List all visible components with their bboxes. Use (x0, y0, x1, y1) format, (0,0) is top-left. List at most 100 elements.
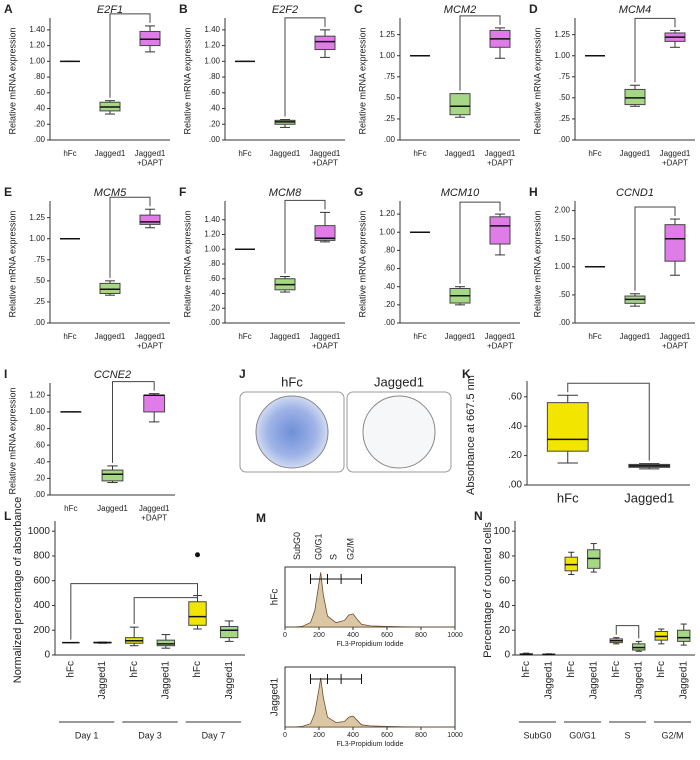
y-tick-label: 1.00 (379, 227, 395, 236)
x-tick-label: hFc (656, 661, 667, 678)
y-tick-label: 1.20 (29, 390, 45, 399)
box (143, 394, 166, 413)
y-tick-label: 800 (33, 551, 50, 562)
y-tick-label: .50 (559, 93, 571, 102)
series-name: hFc (270, 589, 281, 606)
x-tick-label: hFc (588, 332, 601, 341)
panel-letter: J (239, 367, 246, 381)
chart-title: CCND1 (616, 187, 654, 199)
x-tick-label: Jagged1 (95, 149, 126, 158)
bracket (109, 196, 151, 278)
x-tick-label: Jagged1 (224, 661, 235, 700)
y-tick-label: 1.20 (379, 209, 395, 218)
y-tick-label: .40 (508, 421, 522, 432)
y-tick-label: 1.20 (29, 41, 45, 50)
y-tick-label: 1.25 (29, 213, 45, 222)
group-label: SubG0 (523, 730, 551, 740)
box (489, 216, 511, 245)
y-tick-label: 80 (499, 551, 511, 562)
chart-title: E2F1 (97, 4, 123, 16)
box (139, 214, 161, 225)
x-tick-label: Jagged1 +DAPT (485, 332, 516, 351)
y-tick-label: 600 (33, 575, 50, 586)
y-tick-label: 0 (504, 650, 510, 661)
x-tick-label: 400 (347, 632, 359, 639)
y-tick-label: .60 (209, 274, 221, 283)
y-tick-label: .50 (559, 290, 571, 299)
x-tick-label: Jagged1 +DAPT (660, 332, 691, 351)
y-tick-label: .60 (384, 264, 396, 273)
y-tick-label: .40 (209, 289, 221, 298)
box (546, 402, 589, 452)
y-tick-label: .20 (508, 450, 522, 461)
x-tick-label: 800 (415, 632, 427, 639)
panel-letter: H (529, 185, 538, 199)
bracket (634, 17, 676, 83)
y-tick-label: .20 (209, 119, 221, 128)
y-tick-label: .80 (34, 424, 46, 433)
stained-well (255, 395, 329, 469)
group-label: G2/M (661, 730, 683, 740)
y-tick-label: .20 (34, 119, 46, 128)
x-tick-label: Jagged1 +DAPT (135, 332, 166, 351)
x-tick-label: Jagged1 (445, 332, 476, 341)
y-tick-label: .00 (209, 318, 221, 327)
y-tick-label: .00 (384, 318, 396, 327)
panel-letter: F (179, 185, 186, 199)
x-tick-label: Jagged1 +DAPT (485, 149, 516, 168)
y-tick-label: 40 (499, 600, 511, 611)
x-tick-label: 200 (313, 732, 325, 739)
x-tick-label: 800 (415, 732, 427, 739)
outlier (195, 552, 200, 558)
series-name: Jagged1 (270, 677, 281, 716)
y-tick-label: .00 (559, 135, 571, 144)
x-axis-label: FL3-Propidium Iodide (337, 641, 404, 648)
panel-letter: K (462, 367, 471, 381)
box (314, 225, 336, 241)
y-tick-label: 200 (33, 625, 50, 636)
x-tick-label: 0 (283, 632, 287, 639)
y-axis-label: Relative mRNA expression (182, 27, 192, 134)
x-tick-label: hFc (557, 490, 579, 505)
group-label: Day 1 (75, 730, 99, 740)
y-axis-label: Relative mRNA expression (532, 27, 542, 134)
y-tick-label: 1.40 (204, 215, 220, 224)
chart-title: MCM5 (94, 187, 127, 199)
y-tick-label: 0 (44, 650, 50, 661)
box (624, 88, 646, 106)
chart-title: CCNE2 (94, 369, 131, 381)
box (664, 224, 686, 262)
x-tick-label: Jagged1 (270, 149, 301, 158)
x-tick-label: Jagged1 (270, 332, 301, 341)
bracket (109, 13, 151, 98)
y-tick-label: .80 (209, 259, 221, 268)
bracket (615, 625, 640, 639)
box (677, 629, 691, 642)
box (99, 282, 121, 294)
box (139, 30, 161, 47)
y-axis-label: Relative mRNA expression (7, 27, 17, 134)
y-tick-label: .20 (384, 300, 396, 309)
x-tick-label: Jagged1 (95, 332, 126, 341)
bracket (459, 201, 501, 284)
y-tick-label: .00 (34, 318, 46, 327)
y-tick-label: 1.00 (379, 51, 395, 60)
y-tick-label: .80 (209, 72, 221, 81)
box (219, 626, 239, 639)
x-tick-label: Jagged1 (588, 661, 599, 700)
empty-well (362, 395, 436, 469)
y-tick-label: 1.00 (29, 407, 45, 416)
y-tick-label: .25 (34, 297, 46, 306)
y-tick-label: .80 (34, 72, 46, 81)
panel-letter: D (529, 2, 538, 16)
y-tick-label: .00 (508, 480, 522, 491)
y-tick-label: 1.20 (204, 230, 220, 239)
x-tick-label: 600 (381, 732, 393, 739)
histogram-area (285, 677, 456, 728)
x-tick-label: hFc (192, 661, 203, 678)
y-tick-label: .60 (508, 391, 522, 402)
image-label: hFc (281, 374, 303, 389)
panel-letter: G (354, 185, 363, 199)
x-tick-label: 400 (347, 732, 359, 739)
y-tick-label: .25 (559, 114, 571, 123)
